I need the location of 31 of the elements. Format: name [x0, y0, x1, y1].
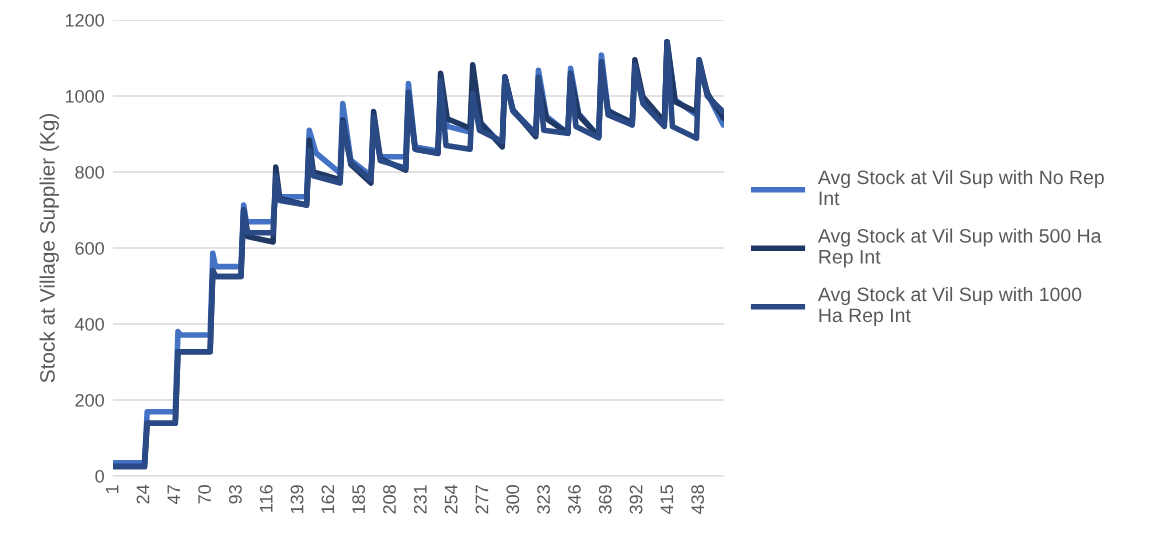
x-tick-label: 231	[413, 485, 427, 514]
x-tick-label: 116	[259, 485, 273, 512]
y-tick-label: 0	[95, 469, 104, 483]
x-tick-label: 254	[444, 484, 458, 514]
x-tick-label: 346	[568, 485, 581, 514]
y-tick-label: 400	[74, 317, 104, 331]
legend-label: Avg Stock at Vil Sup with No Rep Int	[817, 169, 1104, 206]
y-tick-label: 800	[75, 165, 104, 179]
y-axis-title: Stock at Village Supplier (Kg)	[39, 113, 59, 383]
x-tick-label: 415	[660, 485, 674, 515]
x-tick-label: 139	[290, 485, 304, 514]
x-tick-label: 70	[198, 485, 211, 504]
x-tick-label: 208	[383, 485, 396, 514]
x-tick-label: 438	[691, 485, 705, 515]
legend-label: Avg Stock at Vil Sup with 500 Ha Rep Int	[817, 228, 1102, 268]
x-tick-label: 93	[229, 485, 242, 504]
x-tick-label: 24	[136, 484, 150, 504]
x-tick-label: 1	[105, 485, 119, 493]
legend-label: Avg Stock at Vil Sup with 1000 Ha Rep Int	[817, 286, 1082, 327]
x-tick-label: 323	[537, 485, 550, 514]
x-tick-label: 185	[352, 485, 366, 514]
x-tick-label: 162	[321, 485, 335, 514]
y-tick-label: 600	[75, 241, 104, 255]
y-tick-label: 1000	[65, 89, 104, 103]
x-tick-label: 369	[598, 485, 612, 514]
x-tick-label: 392	[629, 485, 643, 514]
y-tick-label: 200	[75, 393, 104, 407]
x-tick-label: 47	[167, 485, 180, 504]
x-tick-label: 277	[475, 485, 489, 514]
y-tick-label: 1200	[65, 13, 104, 27]
x-tick-label: 300	[506, 485, 520, 514]
